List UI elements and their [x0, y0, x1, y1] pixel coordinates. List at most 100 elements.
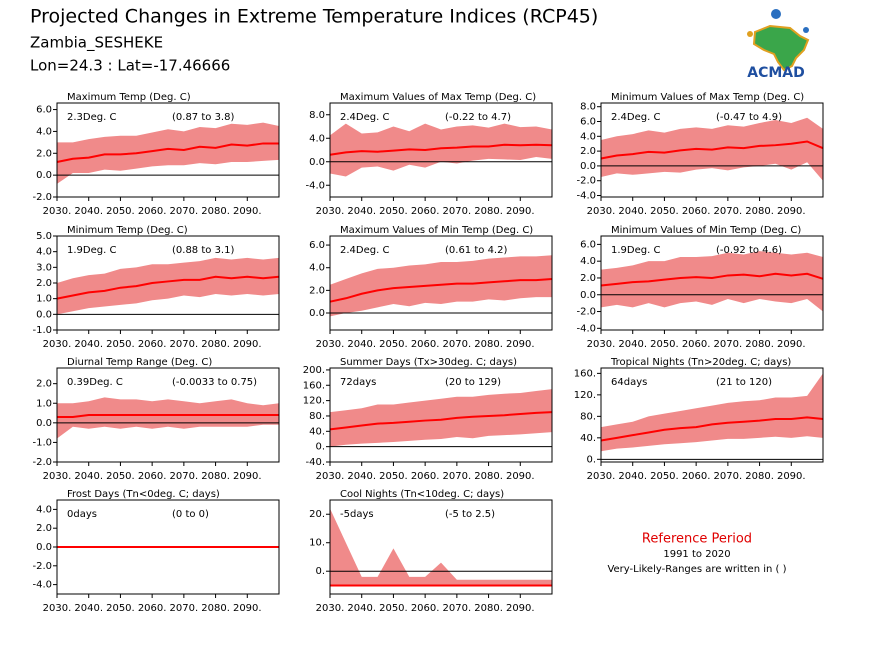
annotation-value: 1.9Deg. C	[67, 245, 116, 256]
mean-line	[329, 278, 553, 303]
x-tick-label: 2040.	[618, 206, 647, 217]
reference-note: Very-Likely-Ranges are written in ( )	[607, 564, 786, 575]
mean-line	[600, 416, 824, 442]
x-tick-label: 2090.	[777, 206, 806, 217]
y-tick-label: 40.	[309, 426, 325, 437]
x-tick-label: 2060.	[138, 471, 167, 482]
y-tick-label: 2.0	[580, 273, 596, 284]
x-tick-label: 2060.	[138, 339, 167, 350]
range-band	[330, 123, 552, 177]
y-tick-label: 4.0	[580, 131, 596, 142]
panel-title: Maximum Values of Min Temp (Deg. C)	[340, 225, 533, 236]
x-tick-label: 2050.	[106, 206, 135, 217]
x-tick-label: 2040.	[347, 603, 376, 614]
annotation-value: 2.3Deg. C	[67, 112, 116, 123]
plot-frame	[329, 367, 553, 463]
annotation-value: -5days	[340, 509, 374, 520]
y-tick-label: -4.0	[576, 323, 596, 334]
annotation-value: 0.39Deg. C	[67, 377, 123, 388]
panel-title: Minimum Temp (Deg. C)	[67, 225, 188, 236]
y-tick-label: -4.0	[32, 580, 52, 591]
y-tick-label: -2.0	[32, 561, 52, 572]
page-title: Projected Changes in Extreme Temperature…	[30, 6, 598, 28]
y-tick-label: 2.0	[36, 379, 52, 390]
y-tick-label: -2.0	[32, 457, 52, 468]
x-tick-label: 2050.	[106, 471, 135, 482]
x-tick-label: 2070.	[443, 471, 472, 482]
x-tick-label: 2090.	[506, 603, 535, 614]
panel-title: Minimum Values of Max Temp (Deg. C)	[611, 92, 804, 103]
x-tick-label: 2080.	[201, 206, 230, 217]
x-tick-label: 2030.	[587, 339, 616, 350]
plot-frame	[56, 102, 280, 198]
x-tick-label: 2030.	[43, 471, 72, 482]
mean-line	[329, 143, 553, 156]
range-band	[57, 257, 279, 315]
x-tick-label: 2030.	[316, 471, 345, 482]
y-tick-label: -1.0	[32, 437, 52, 448]
annotation-range: (0.87 to 3.8)	[172, 112, 234, 123]
x-tick-label: 2080.	[474, 603, 503, 614]
y-tick-label: 8.0	[580, 102, 596, 113]
y-tick-label: 160.	[574, 368, 596, 379]
plot-frame	[600, 102, 824, 198]
y-tick-label: 0.0	[580, 290, 596, 301]
reference-title: Reference Period	[642, 532, 752, 547]
x-tick-label: 2080.	[745, 206, 774, 217]
annotation-range: (-0.47 to 4.9)	[716, 112, 782, 123]
x-tick-label: 2070.	[170, 603, 199, 614]
annotation-value: 0days	[67, 509, 97, 520]
y-tick-label: 2.0	[36, 278, 52, 289]
y-tick-label: 4.0	[36, 247, 52, 258]
x-tick-label: 2030.	[43, 603, 72, 614]
x-tick-label: 2080.	[201, 471, 230, 482]
x-tick-label: 2060.	[411, 339, 440, 350]
y-tick-label: -4.0	[305, 180, 325, 191]
x-tick-label: 2040.	[74, 603, 103, 614]
y-tick-label: -40.	[305, 457, 325, 468]
x-tick-label: 2090.	[233, 206, 262, 217]
y-tick-label: 8.0	[309, 110, 325, 121]
y-tick-label: 1.0	[36, 294, 52, 305]
panel-title: Cool Nights (Tn<10deg. C; days)	[340, 489, 504, 500]
x-tick-label: 2050.	[379, 603, 408, 614]
mean-line	[56, 142, 279, 164]
y-tick-label: 6.0	[309, 240, 325, 251]
x-tick-label: 2070.	[443, 206, 472, 217]
x-tick-label: 2060.	[411, 206, 440, 217]
x-tick-label: 2080.	[474, 471, 503, 482]
reference-period: 1991 to 2020	[663, 549, 730, 560]
x-tick-label: 2050.	[650, 471, 679, 482]
range-band	[330, 389, 552, 447]
y-tick-label: 4.0	[580, 256, 596, 267]
x-tick-label: 2090.	[233, 471, 262, 482]
panel-title: Maximum Temp (Deg. C)	[67, 92, 191, 103]
y-tick-label: 0.	[315, 566, 325, 577]
x-tick-label: 2050.	[650, 206, 679, 217]
x-tick-label: 2070.	[443, 603, 472, 614]
y-tick-label: 0.0	[36, 418, 52, 429]
location: Lon=24.3 : Lat=-17.46666	[30, 57, 230, 75]
y-tick-label: 40.	[580, 433, 596, 444]
y-tick-label: 0.0	[580, 161, 596, 172]
x-tick-label: 2060.	[138, 603, 167, 614]
range-band	[601, 251, 823, 312]
x-tick-label: 2050.	[106, 339, 135, 350]
annotation-value: 1.9Deg. C	[611, 245, 660, 256]
y-tick-label: 80.	[580, 411, 596, 422]
mean-line	[56, 275, 280, 300]
panel-title: Frost Days (Tn<0deg. C; days)	[67, 489, 220, 500]
x-tick-label: 2070.	[714, 471, 743, 482]
y-tick-label: -2.0	[576, 176, 596, 187]
x-tick-label: 2090.	[506, 471, 535, 482]
x-tick-label: 2050.	[379, 339, 408, 350]
x-tick-label: 2070.	[170, 206, 199, 217]
x-tick-label: 2060.	[411, 603, 440, 614]
x-tick-label: 2040.	[347, 206, 376, 217]
x-tick-label: 2080.	[474, 206, 503, 217]
panel-title: Minimum Values of Min Temp (Deg. C)	[611, 225, 801, 236]
x-tick-label: 2030.	[43, 339, 72, 350]
x-tick-label: 2090.	[777, 339, 806, 350]
x-tick-label: 2040.	[618, 471, 647, 482]
